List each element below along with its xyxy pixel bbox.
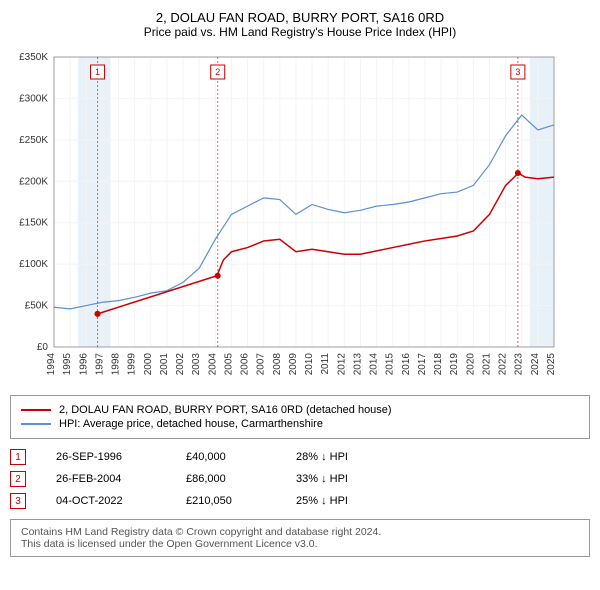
marker-number-box: 1 (10, 449, 26, 465)
svg-text:3: 3 (515, 67, 520, 77)
svg-text:1995: 1995 (62, 353, 73, 376)
svg-text:1997: 1997 (94, 353, 105, 376)
svg-text:2011: 2011 (320, 353, 331, 375)
svg-text:2013: 2013 (352, 353, 363, 376)
svg-text:1994: 1994 (46, 353, 57, 376)
legend-row: HPI: Average price, detached house, Carm… (21, 418, 579, 430)
svg-text:2001: 2001 (159, 353, 170, 376)
marker-price: £86,000 (186, 473, 266, 485)
marker-row: 1 26-SEP-1996 £40,000 28% ↓ HPI (10, 449, 590, 465)
svg-text:2003: 2003 (191, 353, 202, 376)
svg-text:£150K: £150K (19, 218, 48, 229)
svg-text:2006: 2006 (240, 353, 251, 376)
svg-text:£100K: £100K (19, 259, 48, 270)
svg-text:1996: 1996 (78, 353, 89, 376)
legend-swatch (21, 423, 51, 425)
marker-price: £40,000 (186, 451, 266, 463)
svg-text:2005: 2005 (223, 353, 234, 376)
marker-date: 04-OCT-2022 (56, 495, 156, 507)
chart-title: 2, DOLAU FAN ROAD, BURRY PORT, SA16 0RD (10, 10, 590, 25)
svg-text:2018: 2018 (433, 353, 444, 376)
svg-text:2021: 2021 (481, 353, 492, 376)
svg-text:£250K: £250K (19, 135, 48, 146)
svg-text:£350K: £350K (19, 52, 48, 63)
marker-delta: 28% ↓ HPI (296, 451, 396, 463)
svg-text:2022: 2022 (498, 353, 509, 376)
svg-text:1: 1 (95, 67, 100, 77)
svg-text:2019: 2019 (449, 353, 460, 376)
svg-text:2009: 2009 (288, 353, 299, 376)
legend-label: 2, DOLAU FAN ROAD, BURRY PORT, SA16 0RD … (59, 404, 392, 416)
svg-text:2017: 2017 (417, 353, 428, 376)
svg-text:2015: 2015 (385, 353, 396, 376)
marker-date: 26-SEP-1996 (56, 451, 156, 463)
marker-delta: 25% ↓ HPI (296, 495, 396, 507)
footer-box: Contains HM Land Registry data © Crown c… (10, 519, 590, 557)
markers-table: 1 26-SEP-1996 £40,000 28% ↓ HPI 2 26-FEB-2004… (10, 449, 590, 509)
legend-swatch (21, 409, 51, 411)
marker-number-box: 3 (10, 493, 26, 509)
legend-row: 2, DOLAU FAN ROAD, BURRY PORT, SA16 0RD … (21, 404, 579, 416)
svg-text:2010: 2010 (304, 353, 315, 376)
marker-delta: 33% ↓ HPI (296, 473, 396, 485)
svg-text:£200K: £200K (19, 176, 48, 187)
legend-label: HPI: Average price, detached house, Carm… (59, 418, 323, 430)
svg-text:£300K: £300K (19, 93, 48, 104)
chart-svg: 1 2 3 £0 £50K £100K £150K £200K £250K £300K £350K 1… (10, 47, 570, 387)
chart-area: 1 2 3 £0 £50K £100K £150K £200K £250K £300K £350K 1… (10, 47, 590, 387)
title-block: 2, DOLAU FAN ROAD, BURRY PORT, SA16 0RD … (10, 10, 590, 39)
svg-text:2016: 2016 (401, 353, 412, 376)
svg-text:2007: 2007 (256, 353, 267, 376)
chart-subtitle: Price paid vs. HM Land Registry's House … (10, 25, 590, 39)
marker-row: 3 04-OCT-2022 £210,050 25% ↓ HPI (10, 493, 590, 509)
svg-text:2: 2 (215, 67, 220, 77)
svg-text:2004: 2004 (207, 353, 218, 376)
marker-price: £210,050 (186, 495, 266, 507)
svg-text:2020: 2020 (465, 353, 476, 376)
footer-line1: Contains HM Land Registry data © Crown c… (21, 526, 579, 538)
svg-text:2025: 2025 (546, 353, 557, 376)
marker-date: 26-FEB-2004 (56, 473, 156, 485)
svg-text:2008: 2008 (272, 353, 283, 376)
svg-text:£0: £0 (37, 342, 49, 353)
svg-text:2023: 2023 (514, 353, 525, 376)
svg-text:1999: 1999 (127, 353, 138, 376)
svg-text:1998: 1998 (111, 353, 122, 376)
svg-text:2012: 2012 (336, 353, 347, 376)
svg-text:2024: 2024 (530, 353, 541, 376)
footer-line2: This data is licensed under the Open Gov… (21, 538, 579, 550)
marker-number-box: 2 (10, 471, 26, 487)
svg-text:2002: 2002 (175, 353, 186, 376)
svg-text:2000: 2000 (143, 353, 154, 376)
legend-box: 2, DOLAU FAN ROAD, BURRY PORT, SA16 0RD … (10, 395, 590, 439)
svg-text:£50K: £50K (25, 301, 49, 312)
svg-text:2014: 2014 (369, 353, 380, 376)
marker-row: 2 26-FEB-2004 £86,000 33% ↓ HPI (10, 471, 590, 487)
